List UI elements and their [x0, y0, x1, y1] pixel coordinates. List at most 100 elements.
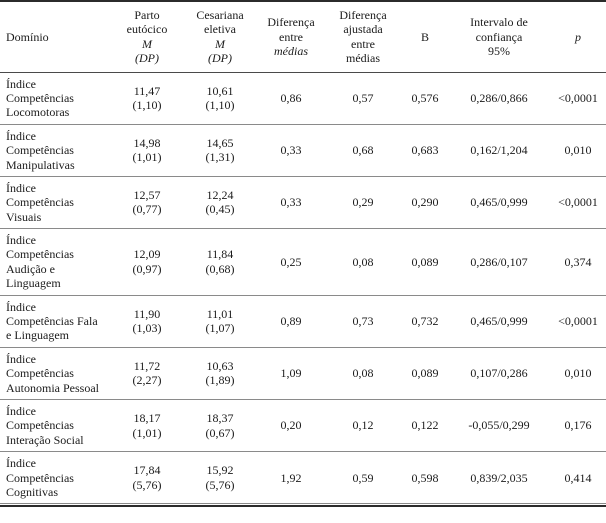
cell-intervalo-confianca: 0,107/0,286 — [448, 347, 550, 400]
cell-parto-eutocico: 11,72 (2,27) — [112, 347, 182, 400]
header-line: médias — [346, 51, 380, 66]
sd-value: (0,68) — [205, 261, 235, 276]
cell-intervalo-confianca: -0,055/0,299 — [448, 399, 550, 453]
cell-cesariana-eletiva: 11,01 (1,07) — [182, 295, 258, 348]
cell-b: 0,089 — [402, 347, 448, 400]
cell-cesariana-eletiva: 10,61 (1,10) — [182, 72, 258, 125]
cell-domain: Índice Competências Autonomia Pessoal — [0, 347, 112, 400]
cell-b: 0,290 — [402, 176, 448, 230]
col-header-dominio: Domínio — [0, 1, 112, 73]
cell-diferenca-medias: 0,33 — [258, 176, 324, 230]
mean-value: 12,09 — [133, 247, 161, 262]
cell-p: <0,0001 — [550, 295, 606, 348]
sd-value: (5,76) — [205, 477, 235, 492]
cell-domain: Índice Competências Interação Social — [0, 399, 112, 453]
sd-value: (5,76) — [132, 477, 162, 492]
cell-domain: Índice Competências Audição e Linguagem — [0, 228, 112, 296]
header-line: médias — [274, 43, 308, 58]
cell-b: 0,732 — [402, 295, 448, 348]
table-row-visuais: Índice Competências Visuais 12,57 (0,77)… — [0, 176, 606, 230]
cell-b: 0,576 — [402, 72, 448, 125]
cell-diferenca-ajustada: 0,29 — [324, 176, 402, 230]
cell-diferenca-medias: 0,86 — [258, 72, 324, 125]
cell-diferenca-medias: 0,25 — [258, 228, 324, 296]
mean-value: 11,47 — [133, 83, 161, 98]
results-table-wrap: Domínio Parto eutócico M (DP) Cesariana … — [0, 0, 606, 508]
mean-value: 18,37 — [206, 411, 234, 426]
cell-intervalo-confianca: 0,465/0,999 — [448, 295, 550, 348]
cell-b: 0,598 — [402, 451, 448, 505]
mean-value: 11,84 — [206, 247, 234, 262]
table-row-locomotoras: Índice Competências Locomotoras 11,47 (1… — [0, 72, 606, 125]
header-line: ajustada — [343, 22, 383, 37]
cell-p: <0,0001 — [550, 176, 606, 230]
cell-b: 0,089 — [402, 228, 448, 296]
cell-intervalo-confianca: 0,839/2,035 — [448, 451, 550, 505]
sd-value: (1,31) — [205, 150, 235, 165]
cell-p: 0,010 — [550, 124, 606, 177]
col-header-intervalo-confianca: Intervalo de confiança 95% — [448, 1, 550, 73]
cell-parto-eutocico: 18,17 (1,01) — [112, 399, 182, 453]
col-header-p: p — [550, 1, 606, 73]
cell-diferenca-ajustada: 0,68 — [324, 124, 402, 177]
header-line: Diferença — [339, 8, 387, 22]
cell-parto-eutocico: 11,90 (1,03) — [112, 295, 182, 348]
table-row-interacao-social: Índice Competências Interação Social 18,… — [0, 399, 606, 453]
table-row-manipulativas: Índice Competências Manipulativas 14,98 … — [0, 124, 606, 177]
header-line: Intervalo de — [470, 15, 528, 30]
cell-cesariana-eletiva: 15,92 (5,76) — [182, 451, 258, 505]
table-body: Índice Competências Locomotoras 11,47 (1… — [0, 72, 606, 505]
header-line: M — [215, 36, 225, 51]
cell-diferenca-medias: 0,20 — [258, 399, 324, 453]
cell-parto-eutocico: 11,47 (1,10) — [112, 72, 182, 125]
sd-value: (1,01) — [132, 425, 162, 440]
cell-intervalo-confianca: 0,162/1,204 — [448, 124, 550, 177]
sd-value: (0,97) — [132, 261, 162, 276]
sd-value: (1,07) — [205, 321, 235, 336]
mean-value: 11,72 — [133, 359, 161, 373]
header-line: Diferença — [267, 15, 315, 30]
sd-value: (1,10) — [205, 98, 235, 113]
col-header-diferenca-ajustada: Diferença ajustada entre médias — [324, 1, 402, 73]
results-table: Domínio Parto eutócico M (DP) Cesariana … — [0, 0, 606, 505]
mean-value: 10,61 — [206, 83, 234, 98]
mean-value: 11,90 — [133, 306, 161, 321]
mean-value: 14,98 — [133, 135, 161, 150]
mean-value: 18,17 — [133, 411, 161, 426]
header-line: (DP) — [135, 51, 159, 66]
cell-intervalo-confianca: 0,286/0,107 — [448, 228, 550, 296]
cell-intervalo-confianca: 0,286/0,866 — [448, 72, 550, 125]
cell-parto-eutocico: 12,09 (0,97) — [112, 228, 182, 296]
cell-domain: Índice Competências Manipulativas — [0, 124, 112, 177]
header-line: 95% — [488, 43, 510, 58]
cell-diferenca-medias: 1,09 — [258, 347, 324, 400]
header-line: Cesariana — [196, 8, 244, 22]
cell-cesariana-eletiva: 12,24 (0,45) — [182, 176, 258, 230]
cell-b: 0,683 — [402, 124, 448, 177]
header-line: eletiva — [204, 22, 236, 37]
cell-diferenca-ajustada: 0,08 — [324, 228, 402, 296]
cell-p: 0,414 — [550, 451, 606, 505]
cell-domain: Índice Competências Cognitivas — [0, 451, 112, 505]
cell-cesariana-eletiva: 11,84 (0,68) — [182, 228, 258, 296]
header-row: Domínio Parto eutócico M (DP) Cesariana … — [0, 1, 606, 73]
table-row-audicao-linguagem: Índice Competências Audição e Linguagem … — [0, 228, 606, 296]
mean-value: 12,24 — [206, 188, 234, 203]
mean-value: 15,92 — [206, 463, 234, 478]
mean-value: 17,84 — [133, 463, 161, 478]
sd-value: (0,45) — [205, 202, 235, 217]
sd-value: (0,67) — [205, 425, 235, 440]
cell-parto-eutocico: 17,84 (5,76) — [112, 451, 182, 505]
sd-value: (1,89) — [205, 373, 235, 388]
sd-value: (2,27) — [132, 373, 162, 388]
cell-p: 0,176 — [550, 399, 606, 453]
header-line: eutócico — [126, 22, 168, 37]
col-header-parto-eutocico: Parto eutócico M (DP) — [112, 1, 182, 73]
cell-diferenca-ajustada: 0,08 — [324, 347, 402, 400]
mean-value: 12,57 — [133, 188, 161, 203]
cell-cesariana-eletiva: 10,63 (1,89) — [182, 347, 258, 400]
col-header-cesariana-eletiva: Cesariana eletiva M (DP) — [182, 1, 258, 73]
cell-parto-eutocico: 14,98 (1,01) — [112, 124, 182, 177]
col-header-b: B — [402, 1, 448, 73]
table-row-autonomia-pessoal: Índice Competências Autonomia Pessoal 11… — [0, 347, 606, 400]
